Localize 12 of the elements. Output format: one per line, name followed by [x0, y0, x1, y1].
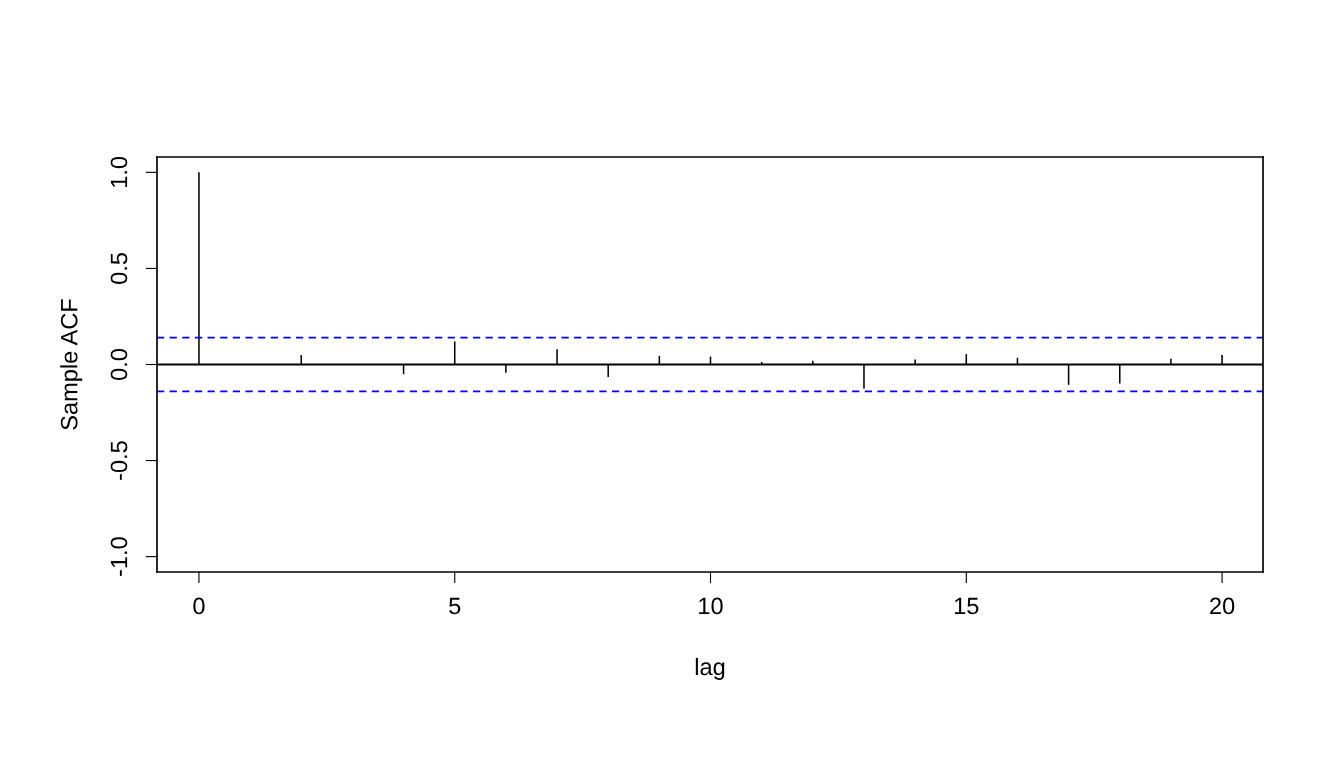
x-axis-title: lag	[695, 657, 725, 680]
y-axis-title: Sample ACF	[60, 299, 83, 430]
x-tick-label: 20	[1210, 597, 1235, 615]
y-tick-label: -1.0	[110, 537, 128, 576]
x-tick-label: 0	[193, 597, 205, 615]
x-tick-label: 15	[954, 597, 979, 615]
x-tick-label: 5	[449, 597, 461, 615]
y-tick-label: -0.5	[110, 441, 128, 480]
y-tick-label: 0.0	[110, 349, 128, 380]
x-tick-label: 10	[699, 597, 723, 615]
y-tick-label: 0.5	[110, 253, 128, 284]
y-tick-label: 1.0	[110, 156, 128, 187]
